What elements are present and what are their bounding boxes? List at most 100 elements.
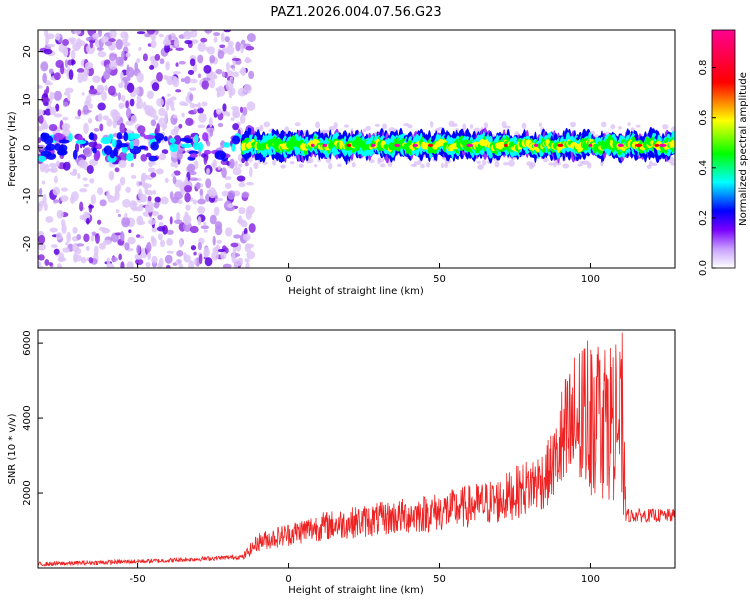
spectrogram-cell bbox=[280, 164, 286, 169]
spectrogram-cell bbox=[570, 121, 576, 128]
spectrogram-cell bbox=[66, 231, 71, 243]
spectrogram-cell bbox=[238, 215, 243, 225]
spectrogram-cell bbox=[106, 190, 110, 199]
spectrogram-cell bbox=[47, 43, 56, 48]
spectrogram-cell bbox=[209, 71, 217, 80]
spectrogram-cell bbox=[150, 39, 157, 49]
spectrogram-cell bbox=[351, 161, 356, 168]
spectrogram-cell bbox=[166, 264, 171, 268]
spectrogram-cell bbox=[179, 182, 186, 193]
spectrogram-cell bbox=[180, 143, 193, 149]
spectrogram-cell bbox=[173, 170, 181, 176]
spectrogram-cell bbox=[125, 100, 129, 109]
spectrogram-cell bbox=[62, 38, 69, 46]
spectrogram-cell bbox=[239, 106, 244, 113]
spectrogram-cell bbox=[58, 144, 68, 152]
spectrogram-x-ticks: -50 0 50 100 bbox=[129, 263, 600, 285]
spectrogram-cell bbox=[236, 175, 246, 182]
spectrogram-cell bbox=[101, 227, 111, 234]
snr-x-tick-label: 0 bbox=[285, 574, 291, 585]
spectrogram-cell bbox=[97, 51, 107, 58]
spectrogram-cell bbox=[208, 187, 217, 199]
spectrogram-cell bbox=[183, 252, 187, 260]
spectrogram-cell bbox=[670, 162, 675, 166]
spectrogram-cell bbox=[137, 125, 146, 134]
spectrogram-cell bbox=[40, 150, 52, 157]
spectrogram-cell bbox=[117, 213, 122, 218]
spectrogram-cell bbox=[184, 76, 191, 84]
spectrogram-cell bbox=[219, 44, 226, 49]
spectrogram-cell bbox=[211, 251, 219, 261]
spectrogram-cell bbox=[221, 71, 226, 78]
spectrogram-cell bbox=[42, 72, 47, 84]
spectrogram-cell bbox=[77, 109, 82, 117]
spectrogram-cell bbox=[164, 43, 170, 54]
spectrogram-cell bbox=[136, 72, 144, 83]
spectrogram-cell bbox=[175, 62, 179, 67]
spectrogram-cell bbox=[103, 239, 112, 245]
spectrogram-cell bbox=[184, 39, 193, 45]
spectrogram-cell bbox=[216, 92, 220, 98]
spectrogram-cell bbox=[240, 66, 247, 76]
spectrogram-cell bbox=[263, 121, 271, 128]
spectrogram-cell bbox=[158, 107, 166, 117]
colorbar-tick-label: 0.2 bbox=[698, 210, 709, 226]
spectrogram-cell bbox=[147, 195, 152, 202]
spectrogram-cell bbox=[62, 128, 71, 137]
spectrogram-cell bbox=[189, 225, 199, 234]
spectrogram-cell bbox=[154, 196, 161, 203]
spectrogram-cell bbox=[429, 121, 434, 128]
colorbar-tick-label: 0.6 bbox=[698, 110, 709, 126]
spectrogram-cell bbox=[118, 159, 127, 168]
spectrogram-cell bbox=[618, 126, 622, 130]
spectrogram-cell bbox=[214, 225, 223, 236]
spectrogram-cell bbox=[79, 188, 88, 193]
spectrogram-cell bbox=[85, 95, 92, 105]
spectrogram-cell bbox=[38, 243, 46, 251]
spectrogram-cell bbox=[56, 209, 64, 219]
spectrogram-cell bbox=[147, 167, 156, 173]
spectrogram-cell bbox=[173, 134, 182, 145]
spectrogram-cell bbox=[323, 129, 330, 134]
spectrogram-cell bbox=[138, 181, 143, 186]
spectrogram-cell bbox=[159, 152, 167, 161]
spectrogram-peak bbox=[310, 143, 315, 147]
spectrogram-x-tick-label: 0 bbox=[285, 274, 291, 285]
spectrogram-cell bbox=[88, 141, 98, 148]
spectrogram-cell bbox=[136, 95, 141, 101]
spectrogram-cell bbox=[205, 167, 211, 175]
spectrogram-cell bbox=[72, 149, 78, 160]
spectrogram-cell bbox=[154, 53, 161, 61]
spectrogram-peak bbox=[412, 143, 419, 147]
spectrogram-cell bbox=[150, 172, 157, 178]
spectrogram-cell bbox=[119, 176, 126, 186]
spectrogram-cell bbox=[151, 210, 159, 216]
spectrogram-cell bbox=[201, 80, 210, 90]
spectrogram-cell bbox=[48, 68, 54, 75]
spectrogram-cell bbox=[145, 152, 152, 158]
spectrogram-cell bbox=[115, 56, 124, 66]
spectrogram-cell bbox=[93, 128, 100, 132]
snr-y-tick-label: 4000 bbox=[22, 405, 33, 430]
spectrogram-cell bbox=[163, 135, 168, 142]
spectrogram-cell bbox=[189, 87, 197, 91]
spectrogram-cell bbox=[215, 87, 221, 92]
spectrogram-cell bbox=[176, 149, 183, 161]
spectrogram-cell bbox=[88, 257, 94, 264]
spectrogram-cell bbox=[86, 164, 94, 175]
spectrogram-cell bbox=[38, 234, 46, 245]
spectrogram-cell bbox=[193, 103, 201, 108]
spectrogram-cell bbox=[179, 137, 190, 142]
spectrogram-peak bbox=[371, 143, 376, 147]
spectrogram-cell bbox=[648, 160, 653, 167]
spectrogram-cell bbox=[216, 239, 222, 244]
spectrogram-cell bbox=[166, 250, 175, 254]
spectrogram-cell bbox=[245, 262, 250, 268]
spectrogram-cell bbox=[244, 56, 251, 64]
spectrogram-cell bbox=[146, 30, 156, 35]
spectrogram-cell bbox=[50, 244, 58, 248]
spectrogram-cell bbox=[212, 235, 216, 246]
spectrogram-cell bbox=[317, 158, 322, 163]
colorbar-tick-label: 0.8 bbox=[698, 60, 709, 76]
